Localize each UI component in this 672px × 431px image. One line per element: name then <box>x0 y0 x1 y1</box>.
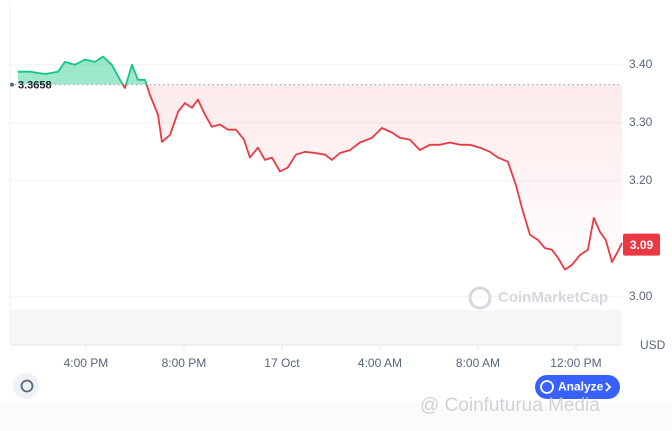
navigator <box>0 403 672 431</box>
y-tick-label: 3.00 <box>629 289 653 303</box>
analyze-bg <box>535 375 620 399</box>
y-tick-label: 3.30 <box>629 115 653 129</box>
baseline-dot <box>10 82 14 87</box>
x-tick-label: 17 Oct <box>264 356 300 370</box>
watermark: CoinMarketCap <box>498 289 608 306</box>
volume-area <box>10 310 622 345</box>
history-icon <box>20 379 34 393</box>
price-line <box>17 55 623 271</box>
x-tick-label: 4:00 AM <box>358 356 402 370</box>
y-tick-label: 3.20 <box>629 173 653 187</box>
analyze-label[interactable]: Analyze <box>558 380 604 394</box>
x-tick-label: 8:00 AM <box>456 356 500 370</box>
price-badge <box>623 233 660 256</box>
credit-watermark: @ Coinfuturua Media <box>420 395 600 416</box>
area-up <box>17 56 147 85</box>
baseline-label: 3.3658 <box>18 80 52 92</box>
price-badge-label: 3.09 <box>630 238 654 252</box>
x-tick-label: 8:00 PM <box>162 356 207 370</box>
unit-label: USD <box>640 338 666 352</box>
y-tick-label: 3.40 <box>629 57 653 71</box>
area-down <box>17 84 622 270</box>
watermark-logo <box>468 286 492 310</box>
chevron <box>605 382 612 392</box>
history-button[interactable] <box>13 373 39 399</box>
x-tick-label: 4:00 PM <box>64 356 109 370</box>
x-tick-label: 12:00 PM <box>550 356 601 370</box>
analyze-icon <box>540 380 554 394</box>
analyze-button[interactable]: Analyze <box>535 375 620 399</box>
